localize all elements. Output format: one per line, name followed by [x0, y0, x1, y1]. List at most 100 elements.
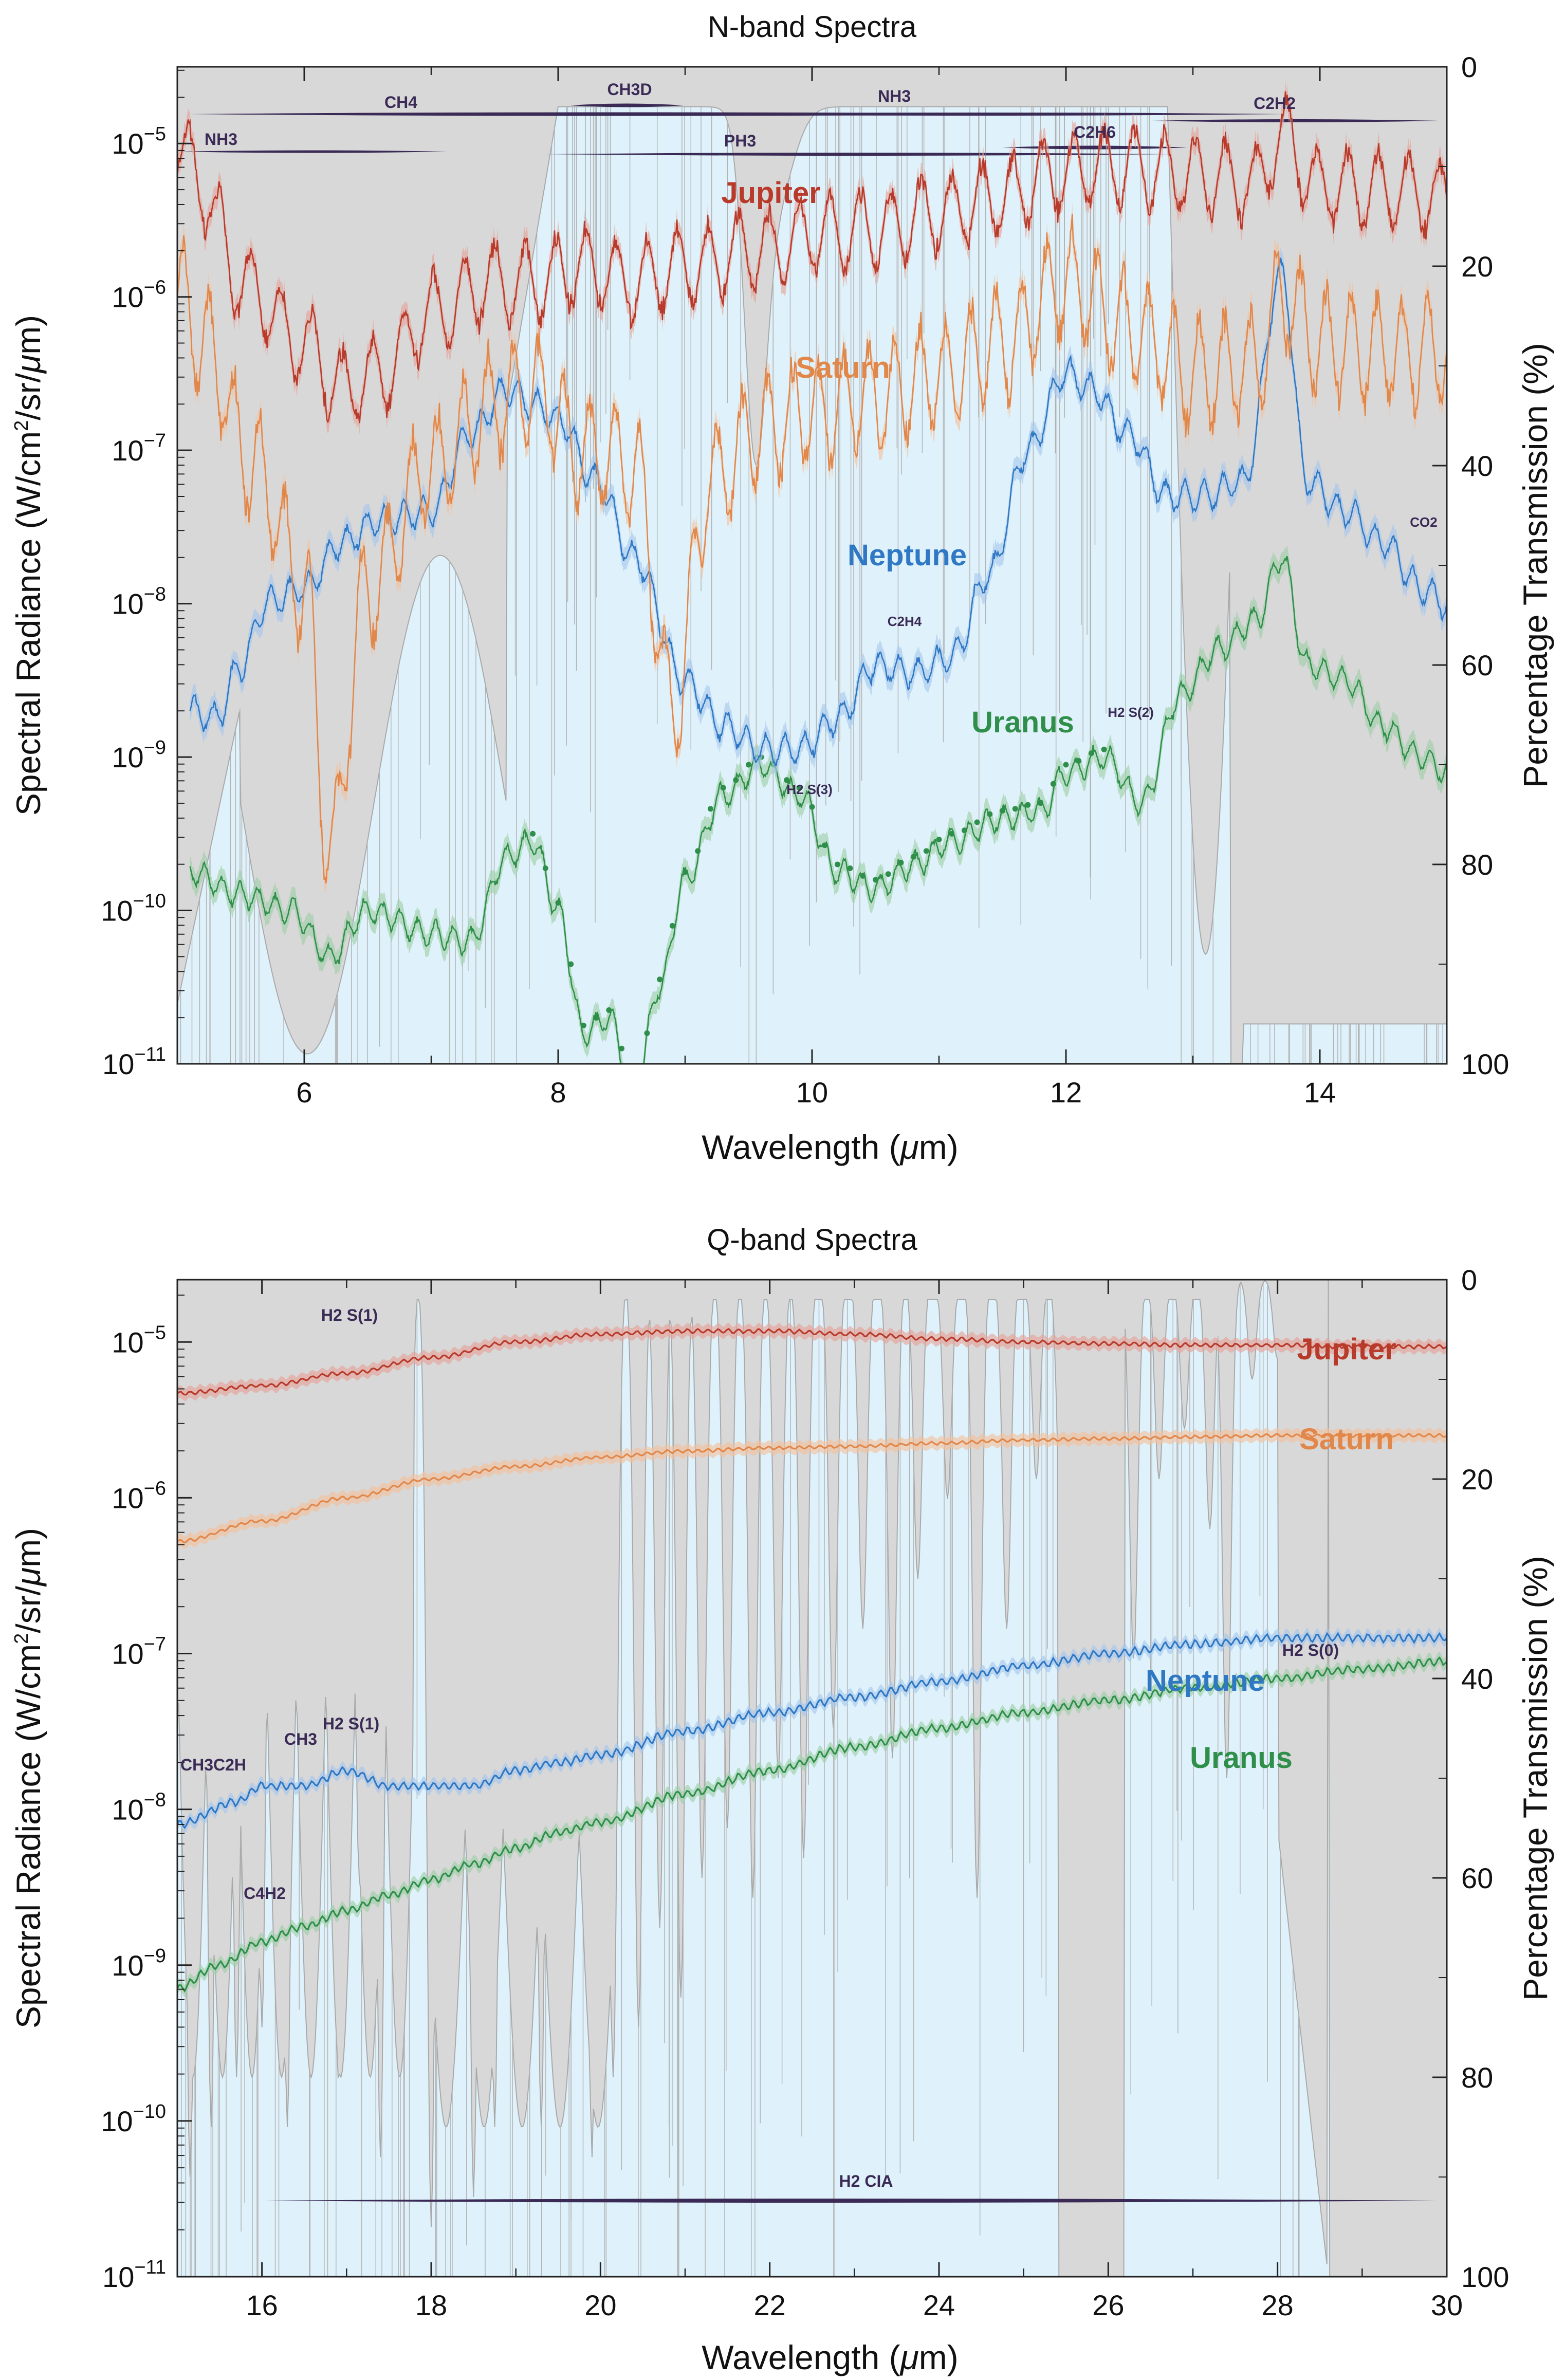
y-tick-label: 10−9: [112, 1945, 166, 1982]
neptune-spectrum-line: [189, 257, 1447, 767]
q-band-panel: Q-band Spectra 16 18 20 22 24 26 28 3010−510−61…: [9, 1223, 1554, 2376]
mol-c2h2: C2H2: [1254, 94, 1296, 113]
q-transmission-curve: [177, 1280, 1447, 2277]
n-band-panel: N-band Spectra 6 8 10 12 14 10−5 10−6 10−7 10−8 1…: [9, 10, 1554, 1166]
y-tick-label: 10−8: [112, 584, 166, 620]
y2-tick-label: 0: [1461, 51, 1477, 83]
ch3d-band: [570, 103, 684, 107]
uranus-model-point: [809, 804, 815, 810]
uranus-model-point: [1063, 762, 1069, 768]
y2-tick-label: 40: [1461, 1663, 1493, 1695]
mol-h2s2: H2 S(2): [1108, 705, 1154, 720]
uranus-model-point: [606, 1007, 612, 1013]
mol-c2h6: C2H6: [1074, 123, 1116, 141]
y-tick-label: 10−9: [112, 737, 166, 773]
uranus-model-point: [619, 1045, 624, 1051]
q-series-group: [177, 1322, 1447, 1998]
label-saturn-n: Saturn: [796, 351, 890, 384]
uranus-model-point: [542, 865, 548, 871]
n-band-title: N-band Spectra: [708, 10, 917, 44]
x-tick-label: 10: [796, 1076, 828, 1109]
label-uranus-q: Uranus: [1190, 1741, 1293, 1775]
n-y2-axis-label: Percentage Transmission (%): [1516, 343, 1554, 788]
mol-c2h4: C2H4: [888, 614, 922, 629]
uranus-model-point: [568, 961, 574, 967]
mol-ch4: CH4: [384, 93, 417, 112]
uranus-model-point: [657, 976, 663, 983]
n-x-axis-label: Wavelength (μm): [702, 1128, 959, 1166]
y2-tick-label: 80: [1461, 848, 1493, 881]
uranus-model-point: [632, 1084, 637, 1090]
q-axes: 16 18 20 22 24 26 28 30 10−5 10−6 10−7 10−8 10−9 10−1…: [101, 1264, 1509, 2321]
x-tick-label: 22: [754, 2289, 786, 2321]
uranus-model-point: [1101, 746, 1107, 752]
x-tick-label: 24: [923, 2289, 955, 2321]
x-tick-label: 8: [550, 1076, 566, 1109]
jupiter-uncertainty-band: [177, 80, 1447, 435]
x-tick-label: 14: [1304, 1076, 1336, 1109]
mol-nh3: NH3: [878, 87, 911, 105]
y-tick-label: 10−8: [112, 1789, 166, 1826]
mol-h2s3: H2 S(3): [786, 782, 833, 797]
nh3-band-left: [180, 150, 447, 153]
y2-tick-label: 60: [1461, 649, 1493, 681]
y-tick-label: 10−10: [101, 891, 166, 927]
x-tick-label: 12: [1050, 1076, 1082, 1109]
y-tick-label: 10−11: [102, 2257, 166, 2293]
mol-co2: CO2: [1410, 514, 1437, 530]
uranus-spectrum-line: [189, 556, 1447, 1064]
y-tick-label: 10−11: [102, 1044, 166, 1080]
jupiter-spectrum-line: [177, 1327, 1447, 1396]
y-tick-label: 10−10: [101, 2101, 166, 2137]
uranus-model-point: [822, 842, 828, 848]
x-tick-label: 16: [246, 2289, 278, 2321]
x-tick-label: 28: [1262, 2289, 1294, 2321]
h2-cia-band: [265, 2199, 1439, 2203]
mol-h2s1: H2 S(1): [323, 1714, 379, 1733]
uranus-model-point: [720, 785, 726, 791]
y-tick-label: 10−5: [112, 123, 166, 160]
uranus-model-point: [860, 873, 866, 879]
q-transmission-fine-lines: [181, 1283, 1300, 2277]
mol-ch3: CH3: [284, 1730, 317, 1748]
uranus-spectrum-line: [177, 1656, 1447, 1993]
uranus-model-point: [707, 806, 713, 812]
saturn-uncertainty-band: [177, 1427, 1447, 1549]
label-neptune-n: Neptune: [848, 539, 967, 572]
uranus-model-point: [669, 923, 675, 929]
x-tick-label: 20: [584, 2289, 616, 2321]
n-transmission-curve: [177, 106, 1447, 1064]
uranus-model-point: [555, 900, 561, 906]
label-jupiter-n: Jupiter: [721, 176, 820, 210]
uranus-model-point: [746, 762, 751, 768]
mol-ch3d: CH3D: [607, 80, 652, 99]
x-tick-label: 6: [296, 1076, 312, 1109]
y2-tick-label: 80: [1461, 2061, 1493, 2094]
uranus-model-point: [949, 831, 955, 837]
y-tick-label: 10−7: [112, 430, 166, 467]
uranus-model-point: [1012, 806, 1018, 812]
uranus-model-point: [911, 854, 917, 860]
n-axes: 6 8 10 12 14 10−5 10−6 10−7 10−8 10−9 10−10 10−11 0 2…: [101, 51, 1509, 1109]
uranus-model-point: [1050, 781, 1056, 787]
uranus-model-point: [961, 827, 967, 834]
label-jupiter-q: Jupiter: [1297, 1333, 1396, 1366]
y2-tick-label: 60: [1461, 1862, 1493, 1894]
uranus-model-point: [898, 859, 904, 865]
y-tick-label: 10−6: [112, 1478, 166, 1514]
saturn-spectrum-line: [177, 213, 1447, 884]
uranus-model-point: [1088, 750, 1094, 757]
x-tick-label: 26: [1092, 2289, 1124, 2321]
y2-tick-label: 100: [1461, 1048, 1509, 1080]
uranus-model-point: [834, 861, 840, 868]
c2h2-band: [1151, 119, 1439, 122]
uranus-model-point: [936, 837, 942, 842]
neptune-spectrum-line: [177, 1631, 1447, 1830]
uranus-model-point: [1025, 802, 1031, 808]
uranus-model-point: [1038, 800, 1044, 806]
uranus-model-point: [784, 777, 790, 783]
uranus-model-point: [974, 819, 980, 825]
uranus-model-point: [733, 777, 739, 783]
x-tick-label: 18: [415, 2289, 447, 2321]
